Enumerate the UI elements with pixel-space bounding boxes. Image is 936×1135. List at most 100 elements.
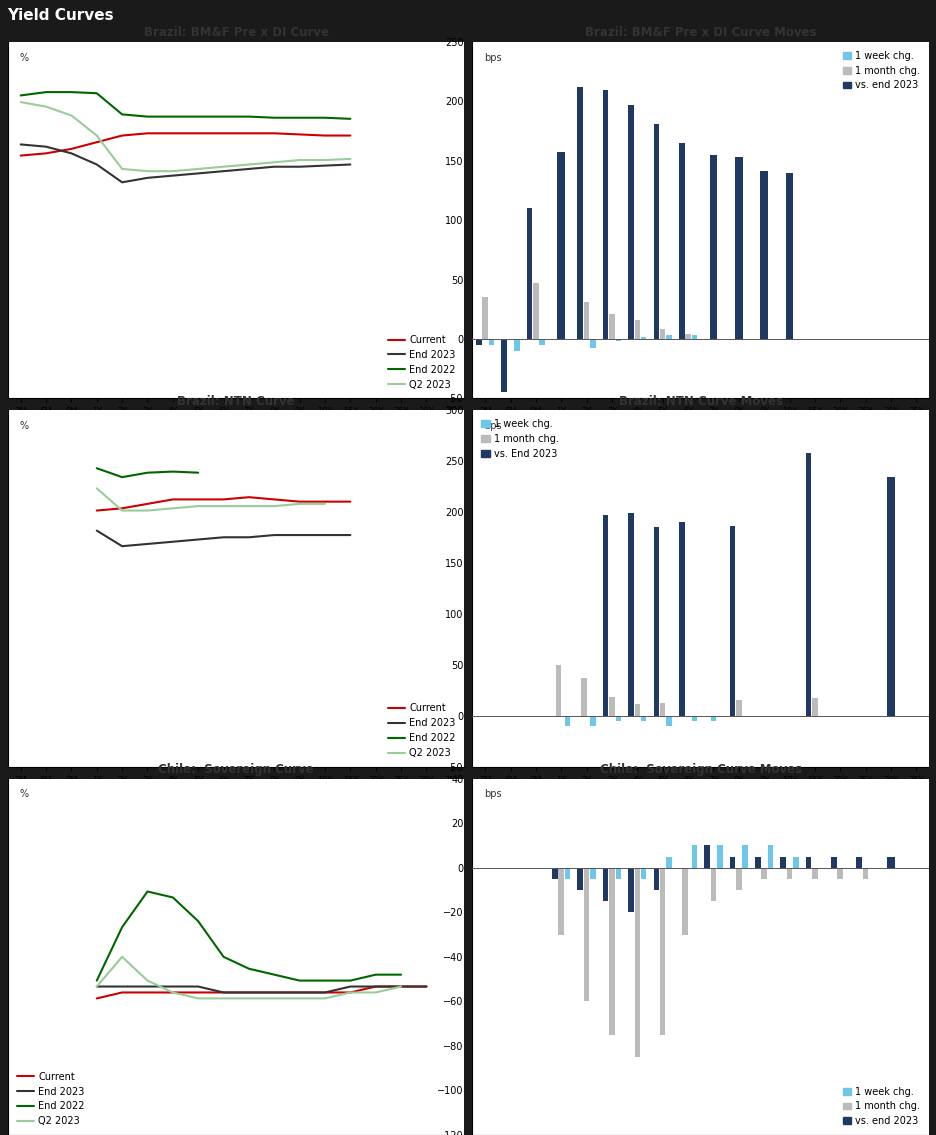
Current [294, 495, 305, 508]
Q2 2023 [193, 162, 204, 176]
Bar [679, 143, 684, 339]
End 2023 [218, 530, 229, 544]
Legend: 1 week chg., 1 month chg., vs. End 2023: 1 week chg., 1 month chg., vs. End 2023 [476, 415, 562, 463]
Legend: 1 week chg., 1 month chg., vs. end 2023: 1 week chg., 1 month chg., vs. end 2023 [838, 1083, 923, 1130]
Bar [555, 665, 561, 716]
Text: bps: bps [483, 421, 501, 431]
Text: bps: bps [483, 52, 501, 62]
Bar [640, 337, 646, 339]
Current [167, 126, 178, 140]
End 2023 [344, 528, 356, 541]
Bar [489, 339, 494, 345]
Bar [665, 716, 671, 726]
End 2023 [91, 523, 102, 537]
Bar [886, 477, 894, 716]
Bar [475, 339, 481, 345]
Bar [577, 87, 582, 339]
Current [420, 980, 431, 993]
Bar [812, 868, 817, 878]
Bar [659, 703, 665, 716]
Bar [735, 868, 740, 890]
Bar [557, 152, 564, 339]
End 2022 [344, 974, 356, 987]
Legend: Current, End 2023, End 2022, Q2 2023: Current, End 2023, End 2022, Q2 2023 [384, 331, 460, 394]
End 2023 [269, 985, 280, 999]
Bar [659, 868, 665, 1035]
Bar [590, 339, 595, 348]
End 2023 [218, 165, 229, 178]
Q2 2023 [294, 497, 305, 511]
Bar [856, 857, 861, 868]
Bar [709, 716, 715, 721]
Bar [659, 329, 665, 339]
Bar [886, 857, 894, 868]
Bar [608, 868, 614, 1035]
Bar [627, 104, 633, 339]
Q2 2023 [243, 499, 255, 513]
End 2022 [344, 112, 356, 126]
Bar [501, 339, 506, 393]
Legend: Current, End 2023, End 2022, Q2 2023: Current, End 2023, End 2022, Q2 2023 [384, 699, 460, 762]
Q2 2023 [167, 502, 178, 515]
Current [193, 126, 204, 140]
Legend: Current, End 2023, End 2022, Q2 2023: Current, End 2023, End 2022, Q2 2023 [13, 1068, 88, 1130]
Current [91, 135, 102, 149]
Current [116, 502, 127, 515]
Bar [805, 857, 811, 868]
Q2 2023 [40, 100, 51, 114]
Q2 2023 [319, 497, 330, 511]
End 2023 [116, 176, 127, 190]
Q2 2023 [269, 499, 280, 513]
Current [91, 992, 102, 1006]
End 2023 [294, 160, 305, 174]
End 2023 [243, 985, 255, 999]
End 2022 [218, 110, 229, 124]
Q2 2023 [141, 165, 153, 178]
Bar [539, 339, 545, 345]
End 2023 [319, 528, 330, 541]
Bar [514, 339, 519, 351]
End 2023 [344, 980, 356, 993]
Bar [602, 515, 607, 716]
Q2 2023 [91, 481, 102, 495]
Bar [862, 868, 868, 878]
Current [370, 980, 381, 993]
Bar [784, 173, 793, 339]
Bar [786, 868, 792, 878]
Bar [564, 868, 570, 878]
End 2022 [116, 108, 127, 121]
End 2022 [66, 85, 77, 99]
Text: Sources: Scotiabank Economics, Bloomberg.: Sources: Scotiabank Economics, Bloomberg… [8, 806, 187, 815]
Q2 2023 [269, 155, 280, 169]
Current [243, 126, 255, 140]
Q2 2023 [344, 985, 356, 999]
Bar [558, 868, 563, 934]
Bar [564, 716, 570, 726]
End 2023 [193, 980, 204, 993]
Title: Brazil: NTN Curve Moves: Brazil: NTN Curve Moves [618, 395, 782, 407]
Bar [729, 527, 735, 716]
End 2023 [167, 169, 178, 183]
Q2 2023 [243, 158, 255, 171]
Current [344, 495, 356, 508]
Bar [691, 846, 696, 868]
End 2023 [370, 980, 381, 993]
Line: End 2023: End 2023 [21, 144, 350, 183]
End 2023 [141, 537, 153, 550]
End 2022 [269, 968, 280, 982]
Line: End 2022: End 2022 [96, 469, 198, 477]
Bar [608, 314, 614, 339]
Bar [709, 868, 715, 901]
Bar [837, 868, 842, 878]
Line: Q2 2023: Q2 2023 [21, 102, 350, 171]
Legend: 1 week chg., 1 month chg., vs. end 2023: 1 week chg., 1 month chg., vs. end 2023 [838, 47, 923, 94]
Current [141, 126, 153, 140]
Bar [681, 868, 687, 934]
Bar [577, 868, 582, 890]
Bar [734, 158, 742, 339]
Current [40, 146, 51, 160]
Q2 2023 [167, 985, 178, 999]
End 2023 [395, 980, 406, 993]
Bar [615, 339, 621, 342]
End 2022 [141, 884, 153, 898]
